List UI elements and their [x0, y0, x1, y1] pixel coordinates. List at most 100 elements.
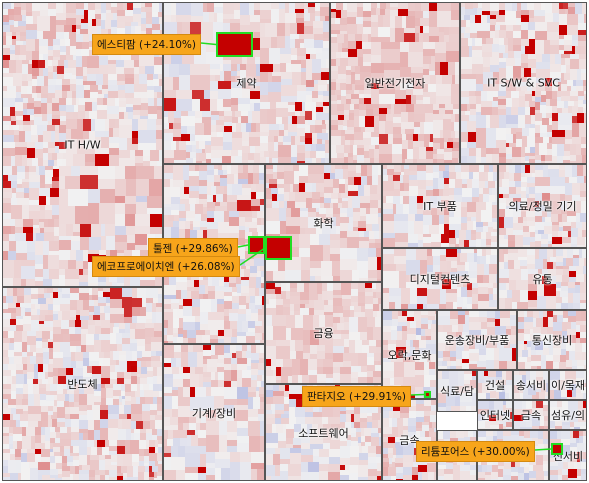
stock-tile — [457, 276, 468, 283]
stock-tile — [180, 438, 187, 446]
stock-tile — [510, 335, 517, 344]
stock-tile — [528, 274, 537, 284]
stock-tile — [418, 180, 426, 189]
stock-tile — [269, 48, 280, 64]
sector-11[interactable]: 기계/장비 — [163, 344, 265, 481]
stock-tile — [513, 210, 521, 217]
stock-tile — [476, 74, 483, 84]
stock-tile — [291, 64, 301, 72]
stock-tile — [216, 186, 224, 194]
sector-7[interactable]: 반도체 — [2, 287, 163, 481]
stock-tile — [506, 66, 513, 80]
stock-tile — [174, 160, 186, 164]
stock-tile — [408, 52, 423, 67]
stock-tile — [459, 230, 466, 240]
stock-tile — [34, 117, 42, 125]
stock-tile — [352, 196, 360, 208]
stock-tile — [525, 94, 532, 101]
stock-tile — [581, 148, 587, 155]
stock-tile — [427, 289, 440, 304]
stock-tile — [444, 152, 452, 160]
stock-tile — [17, 198, 29, 205]
stock-tile — [351, 289, 358, 296]
stock-tile — [94, 340, 101, 352]
stock-tile — [461, 148, 469, 156]
stock-tile — [340, 367, 351, 374]
stock-tile — [535, 259, 543, 269]
sector-2[interactable]: 일반전기전자 — [330, 2, 460, 164]
stock-tile — [432, 249, 440, 256]
stock-tile — [135, 234, 147, 245]
stock-tile — [169, 277, 176, 285]
stock-tile — [349, 317, 358, 332]
stock-tile — [371, 63, 384, 73]
sector-1[interactable]: 제약 — [163, 2, 330, 164]
stock-tile — [527, 198, 535, 206]
stock-tile — [237, 443, 249, 452]
stock-tile — [110, 299, 122, 308]
stock-tile — [481, 107, 492, 115]
stock-tile — [266, 433, 278, 443]
stock-tile — [572, 183, 580, 195]
stock-tile — [176, 3, 191, 15]
sector-9[interactable]: 디지털컨텐츠 — [382, 248, 498, 310]
stock-tile — [370, 185, 377, 194]
stock-tile — [404, 362, 415, 377]
stock-tile — [340, 259, 357, 270]
stock-tile — [191, 3, 203, 16]
stock-tile — [164, 312, 173, 320]
stock-tile — [127, 243, 135, 250]
sector-6[interactable]: 의료/정밀 기기 — [498, 164, 587, 248]
stock-tile — [3, 48, 10, 55]
sector-10[interactable]: 유통 — [498, 248, 587, 310]
stock-tile — [552, 130, 565, 137]
stock-tile — [295, 192, 306, 202]
stock-tile — [38, 60, 45, 68]
stock-tile — [406, 260, 420, 275]
stock-tile — [416, 249, 427, 260]
stock-tile — [26, 279, 35, 287]
stock-tile — [583, 165, 587, 176]
stock-tile — [100, 428, 108, 440]
stock-tile — [105, 224, 115, 236]
stock-tile — [433, 256, 440, 265]
stock-tile — [242, 146, 250, 153]
stock-tile — [150, 227, 163, 234]
stock-tile — [251, 313, 258, 321]
stock-tile — [260, 109, 267, 124]
stock-tile — [524, 68, 531, 77]
sector-8[interactable]: 금융 — [265, 282, 382, 384]
stock-tile — [164, 77, 173, 90]
stock-tile — [395, 233, 408, 242]
sector-5[interactable]: IT 부품 — [382, 164, 498, 248]
stock-tile — [187, 116, 195, 126]
stock-tile — [281, 85, 297, 96]
stock-tile — [215, 452, 230, 459]
stock-tile — [297, 283, 304, 292]
stock-tile — [26, 30, 37, 39]
stock-tile — [59, 260, 68, 269]
stock-tile — [98, 179, 115, 189]
stock-tile — [535, 113, 542, 121]
stock-tile — [492, 44, 499, 52]
sector-14[interactable]: 통신장비 — [517, 310, 587, 370]
sector-13[interactable]: 운송장비/부품 — [437, 310, 517, 370]
sector-4[interactable]: 화학 — [265, 164, 382, 282]
stock-tile — [127, 235, 135, 243]
stock-tile — [109, 155, 119, 166]
stock-tile — [170, 417, 178, 425]
stock-tile — [383, 378, 390, 385]
stock-tile — [383, 15, 390, 27]
stock-tile — [255, 333, 262, 340]
stock-tile — [260, 345, 265, 353]
stock-tile — [315, 125, 322, 133]
stock-tile — [317, 374, 326, 381]
stock-tile — [231, 165, 238, 174]
stock-tile — [260, 37, 271, 48]
sector-3[interactable]: IT S/W & SVC — [460, 2, 587, 164]
stock-tile — [36, 357, 43, 364]
stock-tile — [343, 353, 351, 361]
stock-tile — [582, 343, 587, 352]
stock-tile — [206, 475, 215, 481]
stock-tile — [300, 217, 308, 228]
